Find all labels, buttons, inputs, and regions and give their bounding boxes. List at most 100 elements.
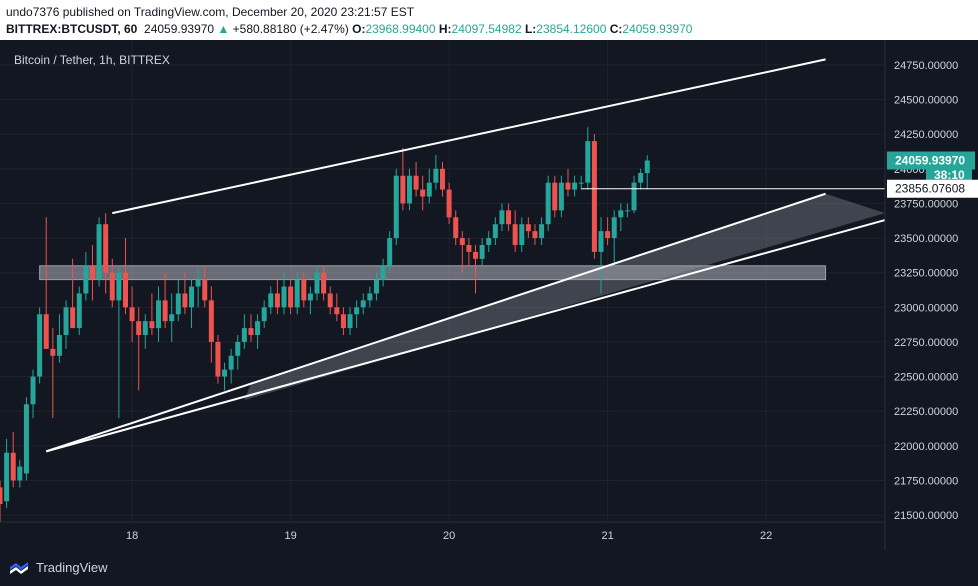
footer: TradingView	[0, 550, 978, 586]
change-up-icon: ▲	[217, 22, 230, 36]
publish-header: undo7376 published on TradingView.com, D…	[0, 0, 978, 40]
time-axis[interactable]: 18 19 20 21 22	[126, 530, 772, 542]
candle-up	[30, 376, 36, 405]
price-tick-label: 23250.00000	[894, 268, 958, 280]
candle-up	[156, 300, 162, 329]
candle-down	[162, 300, 168, 322]
candle-up	[76, 293, 82, 329]
grid	[0, 40, 885, 522]
candle-up	[195, 279, 201, 287]
candle-up	[294, 279, 300, 308]
candle-down	[0, 487, 3, 504]
candle-up	[558, 182, 564, 211]
candle-up	[23, 404, 29, 474]
support-zone-rect	[39, 265, 827, 281]
last-price: 24059.93970	[144, 22, 215, 36]
time-tick-label: 19	[284, 530, 296, 542]
candle-up	[4, 452, 10, 502]
candle-down	[103, 224, 109, 273]
candle-up	[393, 175, 399, 239]
candle-up	[241, 328, 247, 342]
candle-up	[479, 244, 485, 259]
chart-area[interactable]: 24750.0000024500.0000024250.0000024000.0…	[0, 40, 978, 550]
candle-up	[545, 182, 551, 225]
candle-up	[624, 210, 630, 212]
candle-down	[473, 251, 479, 259]
symbol-name: BITTREX:BTCUSDT, 60	[6, 22, 138, 36]
candle-up	[63, 307, 69, 336]
candle-down	[525, 224, 531, 232]
candle-up	[281, 286, 287, 308]
candle-up	[631, 182, 637, 211]
candle-down	[446, 189, 452, 218]
candle-down	[466, 244, 472, 252]
candle-up	[492, 224, 498, 239]
price-tick-label: 22500.00000	[894, 372, 958, 384]
candle-up	[268, 293, 274, 308]
candle-up	[519, 224, 525, 245]
candle-down	[50, 348, 56, 356]
time-tick-label: 22	[760, 530, 772, 542]
price-axis[interactable]: 24750.0000024500.0000024250.0000024000.0…	[894, 60, 958, 522]
candle-down	[605, 231, 611, 239]
price-tag-bg	[887, 151, 975, 170]
candle-up	[578, 182, 584, 184]
candle-up	[142, 321, 148, 336]
candle-down	[301, 279, 307, 301]
trendline-wedge-upper[interactable]	[45, 192, 826, 453]
high-label: H:	[438, 22, 452, 36]
candle-down	[182, 293, 188, 308]
price-tick-label: 24250.00000	[894, 129, 958, 141]
candle-up	[83, 265, 89, 294]
candle-up	[611, 217, 617, 239]
candle-down	[149, 321, 155, 329]
candle-down	[459, 238, 465, 245]
trendline-channel-top[interactable]	[112, 58, 826, 215]
low-value: 23854.12600	[536, 22, 607, 36]
price-chart[interactable]: 24750.0000024500.0000024250.0000024000.0…	[0, 40, 978, 550]
candle-up	[261, 307, 267, 322]
candle-down	[512, 224, 518, 245]
candle-down	[70, 307, 76, 329]
symbol-line: BITTREX:BTCUSDT, 60 24059.93970 ▲ +580.8…	[6, 22, 692, 36]
price-tick-label: 23750.00000	[894, 198, 958, 210]
candle-down	[506, 210, 512, 225]
candle-up	[228, 355, 234, 370]
candle-down	[89, 265, 95, 280]
tradingview-logo[interactable]: TradingView	[10, 560, 108, 575]
candle-up	[17, 466, 23, 481]
candle-down	[202, 279, 208, 301]
candle-up	[307, 293, 313, 301]
candle-up	[116, 272, 122, 301]
candle-down	[109, 272, 115, 301]
candle-up	[539, 224, 545, 239]
price-tag-countdown: 38:10	[934, 168, 965, 182]
candle-down	[288, 286, 294, 308]
price-tick-label: 22250.00000	[894, 406, 958, 418]
candle-down	[532, 231, 538, 239]
candle-down	[420, 189, 426, 197]
time-tick-label: 20	[443, 530, 455, 542]
low-label: L:	[524, 22, 537, 36]
trendlines[interactable]	[45, 58, 886, 453]
candle-up	[499, 210, 505, 225]
candle-up	[314, 272, 320, 294]
close-label: C:	[609, 22, 623, 36]
candle-down	[334, 307, 340, 315]
candle-down	[400, 175, 406, 204]
candle-down	[10, 452, 16, 481]
time-tick-label: 21	[601, 530, 613, 542]
publisher-line: undo7376 published on TradingView.com, D…	[6, 5, 415, 19]
trendline-wedge-lower[interactable]	[45, 219, 886, 453]
candle-up	[426, 182, 432, 197]
candle-down	[327, 293, 333, 308]
candle-up	[360, 300, 366, 308]
support-zone-layer	[39, 265, 827, 281]
candle-up	[598, 231, 604, 252]
price-tick-label: 22750.00000	[894, 337, 958, 349]
candle-up	[406, 175, 412, 204]
price-tick-label: 21750.00000	[894, 475, 958, 487]
candle-down	[340, 314, 346, 329]
candle-up	[572, 182, 578, 190]
